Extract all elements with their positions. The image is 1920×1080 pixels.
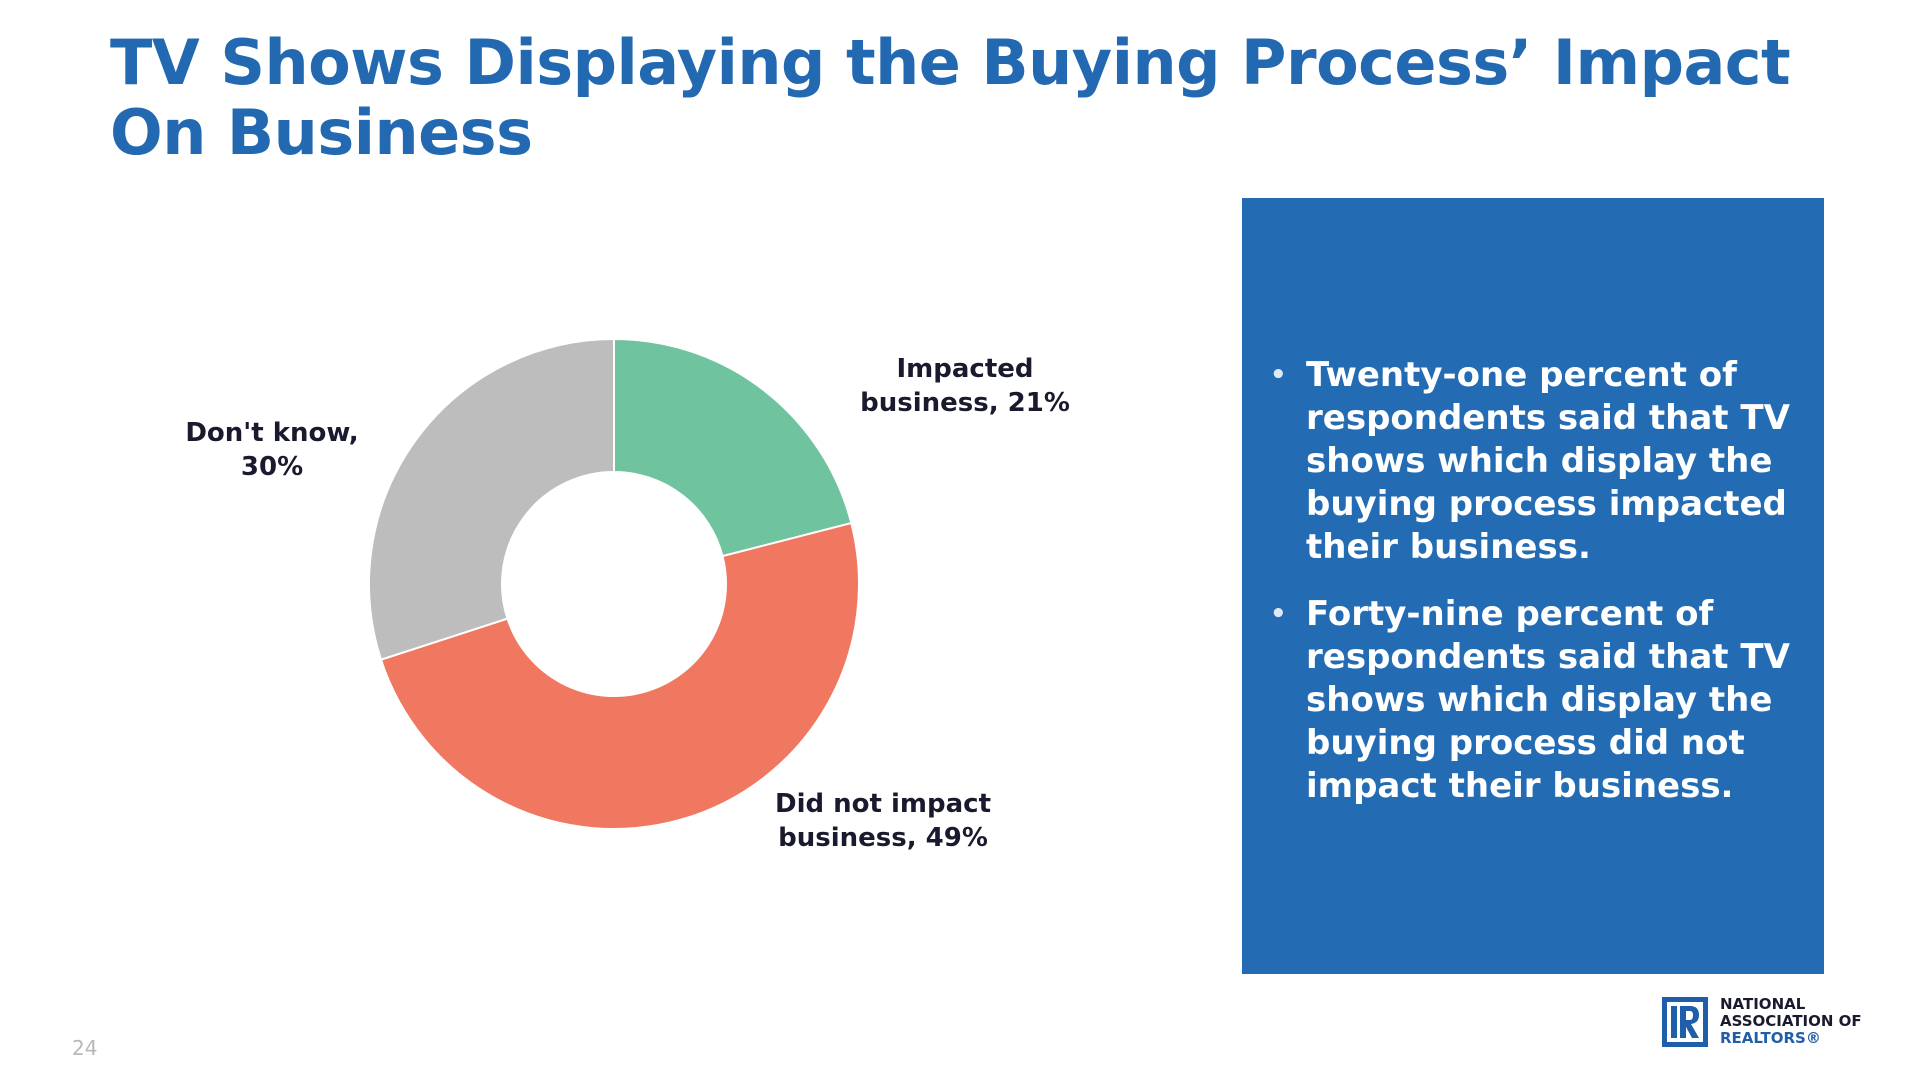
nar-logo-text: NATIONAL ASSOCIATION OF REALTORS® <box>1720 996 1862 1047</box>
nar-logo: NATIONAL ASSOCIATION OF REALTORS® <box>1662 996 1892 1050</box>
bullet-dot-icon: • <box>1270 360 1287 390</box>
slice-label-impacted-line-2: business, 21% <box>860 388 1070 418</box>
summary-bullet-1-text: Twenty-one percent of respondents said t… <box>1306 355 1790 567</box>
slice-label-did-not-impact-line-1: Did not impact <box>774 789 992 819</box>
donut-slice-did-not-impact <box>379 521 860 830</box>
slice-label-dont-know: Don't know, 30% <box>185 416 358 484</box>
slice-label-did-not-impact: Did not impact business, 49% <box>775 787 991 855</box>
slide-title-line-1: TV Shows Displaying the Buying Process’ … <box>110 26 1791 99</box>
realtor-r-block-icon <box>1662 997 1708 1047</box>
donut-slice-impacted <box>613 337 853 558</box>
slice-label-impacted: Impacted business, 21% <box>860 352 1070 420</box>
slice-label-did-not-impact-line-2: business, 49% <box>778 823 988 853</box>
slice-label-dont-know-line-1: Don't know, <box>185 418 359 448</box>
nar-logo-line-3: REALTORS® <box>1720 1029 1821 1047</box>
slide-title: TV Shows Displaying the Buying Process’ … <box>110 28 1810 168</box>
summary-panel: • Twenty-one percent of respondents said… <box>1242 198 1824 974</box>
slice-label-dont-know-line-2: 30% <box>240 452 304 482</box>
summary-bullet-2: • Forty-nine percent of respondents said… <box>1266 593 1796 808</box>
page-number: 24 <box>72 1036 98 1060</box>
summary-bullet-list: • Twenty-one percent of respondents said… <box>1266 354 1796 808</box>
summary-bullet-2-text: Forty-nine percent of respondents said t… <box>1306 594 1790 806</box>
slide-title-line-2: On Business <box>110 96 533 169</box>
donut-slice-dont-know <box>368 337 615 661</box>
summary-bullet-1: • Twenty-one percent of respondents said… <box>1266 354 1796 569</box>
nar-logo-line-1: NATIONAL <box>1720 995 1806 1013</box>
bullet-dot-icon: • <box>1270 599 1287 629</box>
nar-logo-line-2: ASSOCIATION OF <box>1720 1012 1862 1030</box>
slice-label-impacted-line-1: Impacted <box>896 354 1034 384</box>
